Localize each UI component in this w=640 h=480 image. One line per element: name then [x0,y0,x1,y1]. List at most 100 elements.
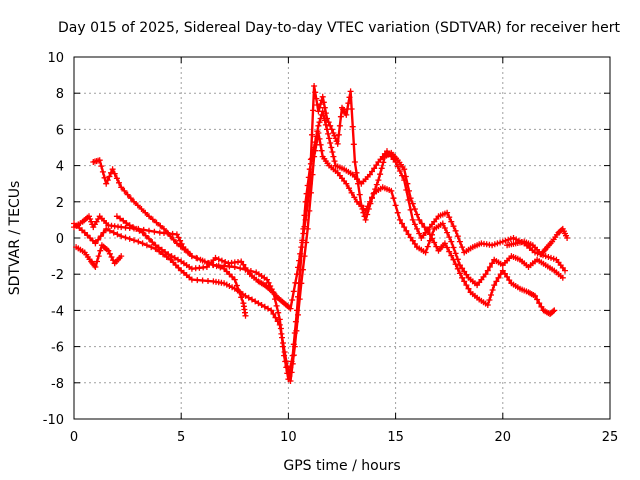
data-point-marker [301,223,308,230]
data-point-marker [290,352,297,359]
data-point-marker [433,243,440,250]
data-point-marker [358,202,365,209]
data-point-marker [370,190,377,197]
data-point-marker [105,247,112,254]
data-point-marker [488,292,494,298]
series-trace-4 [71,130,566,384]
data-point-marker [175,256,181,263]
data-point-marker [366,171,373,178]
x-tick-label: 5 [177,430,185,445]
data-point-marker [484,267,491,274]
data-point-marker [459,274,466,281]
y-tick-label: 6 [56,123,64,138]
data-point-marker [362,216,369,223]
data-point-marker [489,242,496,249]
data-point-marker [536,300,543,307]
data-point-marker [402,173,409,180]
data-point-marker [331,132,338,139]
chart-title: Day 015 of 2025, Sidereal Day-to-day VTE… [58,20,620,36]
data-point-marker [92,264,99,270]
data-point-marker [244,268,251,274]
data-point-marker [345,100,352,107]
data-point-marker [264,276,270,283]
data-point-marker [454,265,461,272]
data-point-marker [343,180,350,187]
data-point-marker [284,363,291,370]
data-point-marker [356,191,363,198]
data-point-marker [343,111,350,118]
data-point-marker [542,253,549,260]
data-point-marker [285,368,292,374]
data-point-marker [280,340,286,346]
data-point-marker [106,227,113,234]
data-point-marker [465,285,472,292]
data-point-marker [347,88,354,95]
data-point-marker [401,166,408,173]
data-point-marker [360,209,367,216]
data-point-marker [100,229,107,236]
data-point-marker [295,311,301,318]
data-point-marker [364,211,371,218]
data-point-marker [332,135,339,142]
data-point-marker [135,238,142,245]
data-point-marker [143,242,150,249]
data-point-marker [499,238,506,245]
data-point-marker [98,163,105,170]
data-point-marker [452,250,459,257]
data-point-marker [278,330,285,337]
data-point-marker [312,89,319,96]
data-point-marker [215,262,222,269]
data-point-marker [221,280,228,287]
data-point-marker [334,140,341,147]
data-point-marker [330,130,337,136]
data-point-marker [353,169,360,176]
data-point-marker [108,254,115,260]
data-point-marker [140,226,147,233]
data-point-marker [489,287,496,293]
data-point-marker [405,231,412,238]
data-point-marker [304,198,311,205]
data-point-marker [146,213,152,220]
data-point-marker [86,213,92,220]
data-point-marker [315,130,322,136]
data-point-marker [97,247,104,254]
data-point-marker [316,119,323,126]
data-point-marker [534,296,541,303]
data-point-marker [550,255,557,262]
data-point-marker [388,187,395,194]
data-point-marker [359,206,366,212]
data-point-marker [94,258,100,265]
data-point-marker [309,131,315,138]
data-point-marker [299,266,306,273]
data-point-marker [494,240,501,247]
data-point-marker [424,227,431,234]
data-point-marker [283,358,290,365]
data-point-marker [95,253,102,260]
data-point-marker [157,222,164,229]
data-point-marker [538,303,545,310]
data-point-marker [99,168,106,175]
data-point-marker [316,104,323,111]
data-point-marker [396,216,403,223]
data-point-marker [418,220,425,227]
data-point-marker [142,209,149,216]
data-point-marker [226,271,233,278]
data-point-marker [325,119,332,126]
series-trace-6 [504,225,571,258]
data-point-marker [178,240,185,247]
data-point-marker [351,159,358,165]
data-point-marker [411,240,418,247]
x-tick-label: 20 [495,430,512,445]
data-point-marker [495,274,502,281]
data-point-marker [295,264,301,271]
data-point-marker [414,225,420,232]
data-point-marker [409,237,416,244]
data-point-marker [446,234,453,241]
data-point-marker [355,180,362,187]
data-point-marker [175,264,182,271]
data-point-marker [351,194,358,201]
data-point-marker [321,104,328,111]
data-point-marker [456,270,463,277]
data-point-marker [320,99,327,106]
data-point-marker [238,258,245,265]
